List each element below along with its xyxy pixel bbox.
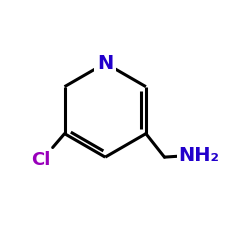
Text: N: N <box>97 54 113 73</box>
Text: Cl: Cl <box>31 152 50 170</box>
Text: NH₂: NH₂ <box>178 146 220 166</box>
